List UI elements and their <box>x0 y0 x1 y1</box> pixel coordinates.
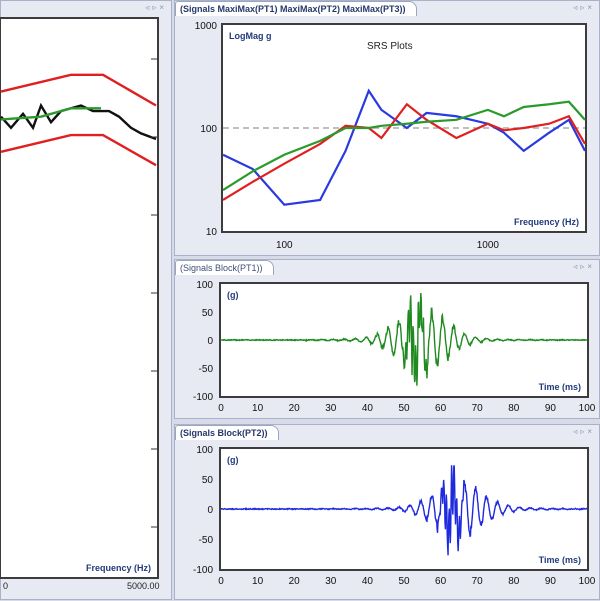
srs-pane-controls: ◃▹× <box>573 3 595 12</box>
block2_pane-xtick-label: 90 <box>545 576 557 587</box>
block2_pane-xtick-label: 80 <box>508 576 520 587</box>
srs-xtick-label: 100 <box>276 240 293 251</box>
left-series-3-line <box>0 133 157 167</box>
next-icon[interactable]: ▹ <box>580 3 588 12</box>
left-chart-pane: ◃▹× Frequency (Hz) 0 5000.00 <box>0 0 172 600</box>
srs-ytick-label: 1000 <box>195 21 218 32</box>
srs-chart-svg <box>222 88 586 206</box>
block1_pane-ytick-label: -50 <box>199 364 214 375</box>
block1-pane-controls: ◃▹× <box>573 262 595 271</box>
block1-pane: (Signals Block(PT1)) ◃▹× (g) Time (ms) 1… <box>174 259 600 419</box>
block1_pane-ytick-label: -100 <box>193 392 213 403</box>
block2_pane-ytick-label: 50 <box>202 475 214 486</box>
block2-plot-area[interactable]: (g) Time (ms) <box>219 447 589 571</box>
close-icon[interactable]: × <box>587 427 595 436</box>
srs-ytick-label: 10 <box>206 227 218 238</box>
left-xtick-left: 0 <box>3 581 9 591</box>
srs-tick-layer: 1000 100 10 100 1000 <box>195 21 500 251</box>
block1_pane-xtick-label: 90 <box>545 403 557 414</box>
prev-icon[interactable]: ◃ <box>145 3 153 12</box>
block1_pane-ytick-label: 50 <box>202 308 214 319</box>
srs-ytick-label: 100 <box>200 124 217 135</box>
block1-x-axis-label: Time (ms) <box>538 382 581 392</box>
block1-tick-layer: 100 50 0 -50 -100 0 10 20 30 40 50 60 70 80 90 100 <box>193 280 596 414</box>
srs-tab[interactable]: (Signals MaxiMax(PT1) MaxiMax(PT2) MaxiM… <box>175 1 417 16</box>
block2_pane-ytick-label: 0 <box>207 505 213 516</box>
srs-series-1-line <box>222 102 586 201</box>
block1-tab[interactable]: (Signals Block(PT1)) <box>175 260 274 275</box>
block2_pane-xtick-label: 100 <box>579 576 596 587</box>
block1_pane-xtick-label: 0 <box>218 403 224 414</box>
block2_pane-ytick-label: -100 <box>193 565 213 576</box>
srs-xtick-label: 1000 <box>477 240 500 251</box>
block2_pane-xtick-label: 70 <box>472 576 484 587</box>
srs-x-axis-label: Frequency (Hz) <box>513 217 579 227</box>
block2-tab[interactable]: (Signals Block(PT2)) <box>175 425 279 440</box>
block2_pane-xtick-label: 10 <box>252 576 264 587</box>
block1_pane-signal-line <box>220 293 588 386</box>
next-icon[interactable]: ▹ <box>152 3 160 12</box>
block2_pane-xtick-label: 40 <box>362 576 374 587</box>
left-xtick-right: 5000.00 <box>127 581 160 591</box>
block2_pane-xtick-label: 0 <box>218 576 224 587</box>
next-icon[interactable]: ▹ <box>580 262 588 271</box>
block2-x-axis-label: Time (ms) <box>538 555 581 565</box>
block1_pane-xtick-label: 50 <box>398 403 410 414</box>
block2-pane-controls: ◃▹× <box>573 427 595 436</box>
block2-tick-layer: 100 50 0 -50 -100 0 10 20 30 40 50 60 70 80 90 100 <box>193 445 596 587</box>
left-plot-area[interactable]: Frequency (Hz) <box>0 17 159 579</box>
block1_pane-xtick-label: 100 <box>579 403 596 414</box>
left-series-0-line <box>0 73 157 107</box>
srs-y-axis-label: LogMag g <box>229 31 272 41</box>
close-icon[interactable]: × <box>159 3 167 12</box>
block2_pane-ytick-label: 100 <box>196 445 213 456</box>
block2_pane-signal-line <box>220 465 588 556</box>
block1_pane-xtick-label: 20 <box>289 403 301 414</box>
block2-y-axis-label: (g) <box>227 455 239 465</box>
left-series-2-line <box>0 107 101 121</box>
block1-plot-area[interactable]: (g) Time (ms) <box>219 282 589 398</box>
block2_pane-xtick-label: 50 <box>398 576 410 587</box>
block2_pane-xtick-label: 20 <box>289 576 301 587</box>
prev-icon[interactable]: ◃ <box>573 262 581 271</box>
srs-series-0-line <box>222 88 586 206</box>
left-chart-svg <box>0 58 157 528</box>
block2-pane: (Signals Block(PT2)) ◃▹× (g) Time (ms) 1… <box>174 424 600 600</box>
block1_pane-ytick-label: 0 <box>207 336 213 347</box>
next-icon[interactable]: ▹ <box>580 427 588 436</box>
block1_pane-ytick-label: 100 <box>196 280 213 291</box>
prev-icon[interactable]: ◃ <box>573 427 581 436</box>
prev-icon[interactable]: ◃ <box>573 3 581 12</box>
left-x-axis-label: Frequency (Hz) <box>85 563 151 573</box>
srs-title: SRS Plots <box>367 41 413 52</box>
srs-pane: (Signals MaxiMax(PT1) MaxiMax(PT2) MaxiM… <box>174 0 600 256</box>
block1-chart-svg <box>220 293 588 386</box>
block1-y-axis-label: (g) <box>227 290 239 300</box>
left-pane-controls: ◃▹× <box>145 3 167 12</box>
block2_pane-xtick-label: 60 <box>435 576 447 587</box>
block2_pane-ytick-label: -50 <box>199 535 214 546</box>
block1_pane-xtick-label: 40 <box>362 403 374 414</box>
block1_pane-xtick-label: 70 <box>472 403 484 414</box>
srs-plot-area[interactable]: LogMag g SRS Plots Frequency (Hz) <box>221 23 587 233</box>
close-icon[interactable]: × <box>587 3 595 12</box>
block1_pane-xtick-label: 10 <box>252 403 264 414</box>
srs-series-2-line <box>222 100 586 191</box>
close-icon[interactable]: × <box>587 262 595 271</box>
block1_pane-xtick-label: 30 <box>325 403 337 414</box>
block1_pane-xtick-label: 80 <box>508 403 520 414</box>
block2_pane-xtick-label: 30 <box>325 576 337 587</box>
block1_pane-xtick-label: 60 <box>435 403 447 414</box>
block2-chart-svg <box>220 465 588 556</box>
